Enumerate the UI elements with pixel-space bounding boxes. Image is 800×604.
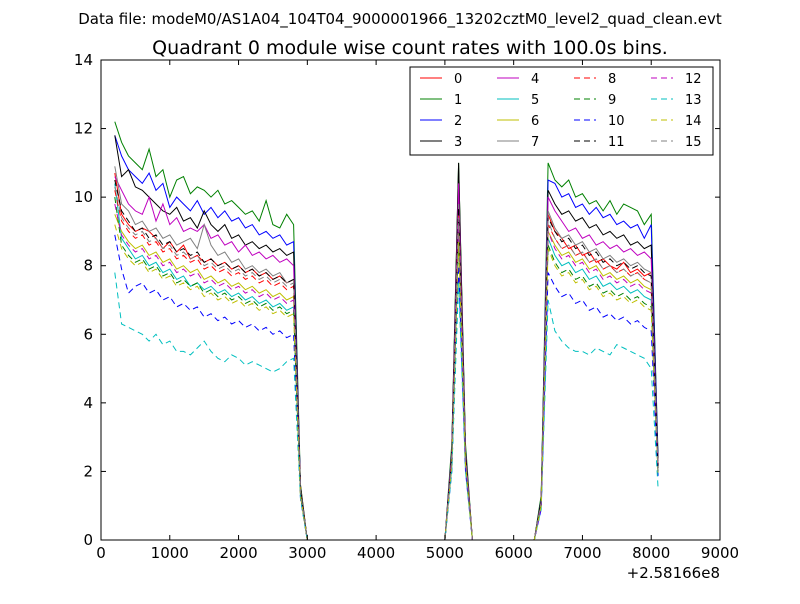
x-tick-label: 3000 — [288, 544, 326, 562]
plot-frame — [100, 59, 721, 541]
x-tick-label: 5000 — [426, 544, 464, 562]
legend-label-4: 4 — [531, 72, 539, 87]
chart-title: Quadrant 0 module wise count rates with … — [152, 37, 668, 59]
legend-label-7: 7 — [531, 135, 539, 150]
x-tick-label: 7000 — [563, 544, 601, 562]
y-tick-label: 2 — [83, 462, 93, 480]
x-tick-label: 2000 — [219, 544, 257, 562]
y-tick-label: 10 — [74, 188, 93, 206]
legend-label-2: 2 — [454, 114, 462, 129]
legend-label-1: 1 — [454, 93, 462, 108]
legend-label-3: 3 — [454, 135, 462, 150]
x-tick-label: 6000 — [495, 544, 533, 562]
y-tick-label: 0 — [83, 531, 93, 549]
x-tick-label: 8000 — [632, 544, 670, 562]
legend-label-11: 11 — [608, 135, 625, 150]
legend-label-12: 12 — [685, 72, 702, 87]
legend-label-14: 14 — [685, 114, 702, 129]
y-tick-label: 14 — [74, 51, 93, 69]
y-tick-label: 12 — [74, 120, 93, 138]
series-line-11 — [114, 179, 659, 541]
x-tick-label: 1000 — [151, 544, 189, 562]
legend-label-6: 6 — [531, 114, 539, 129]
tick-layer: 0 1000 2000 3000 4000 5000 6000 7000 8000 9000 0 2 4… — [74, 51, 739, 562]
legend-label-13: 13 — [685, 93, 702, 108]
x-offset-label: +2.58166e8 — [627, 564, 720, 582]
legend-label-5: 5 — [531, 93, 539, 108]
y-tick-label: 4 — [83, 394, 93, 412]
series-line-8 — [114, 190, 659, 541]
legend-label-8: 8 — [608, 72, 616, 87]
legend-label-10: 10 — [608, 114, 625, 129]
x-tick-label: 4000 — [357, 544, 395, 562]
legend-label-15: 15 — [685, 135, 702, 150]
y-tick-label: 8 — [83, 257, 93, 275]
legend-label-9: 9 — [608, 93, 616, 108]
x-tick-label: 9000 — [701, 544, 739, 562]
chart-suptitle: Data file: modeM0/AS1A04_104T04_90000019… — [78, 10, 722, 29]
y-tick-label: 6 — [83, 325, 93, 343]
legend-label-0: 0 — [454, 72, 462, 87]
legend-box — [409, 66, 714, 156]
x-tick-label: 0 — [96, 544, 106, 562]
